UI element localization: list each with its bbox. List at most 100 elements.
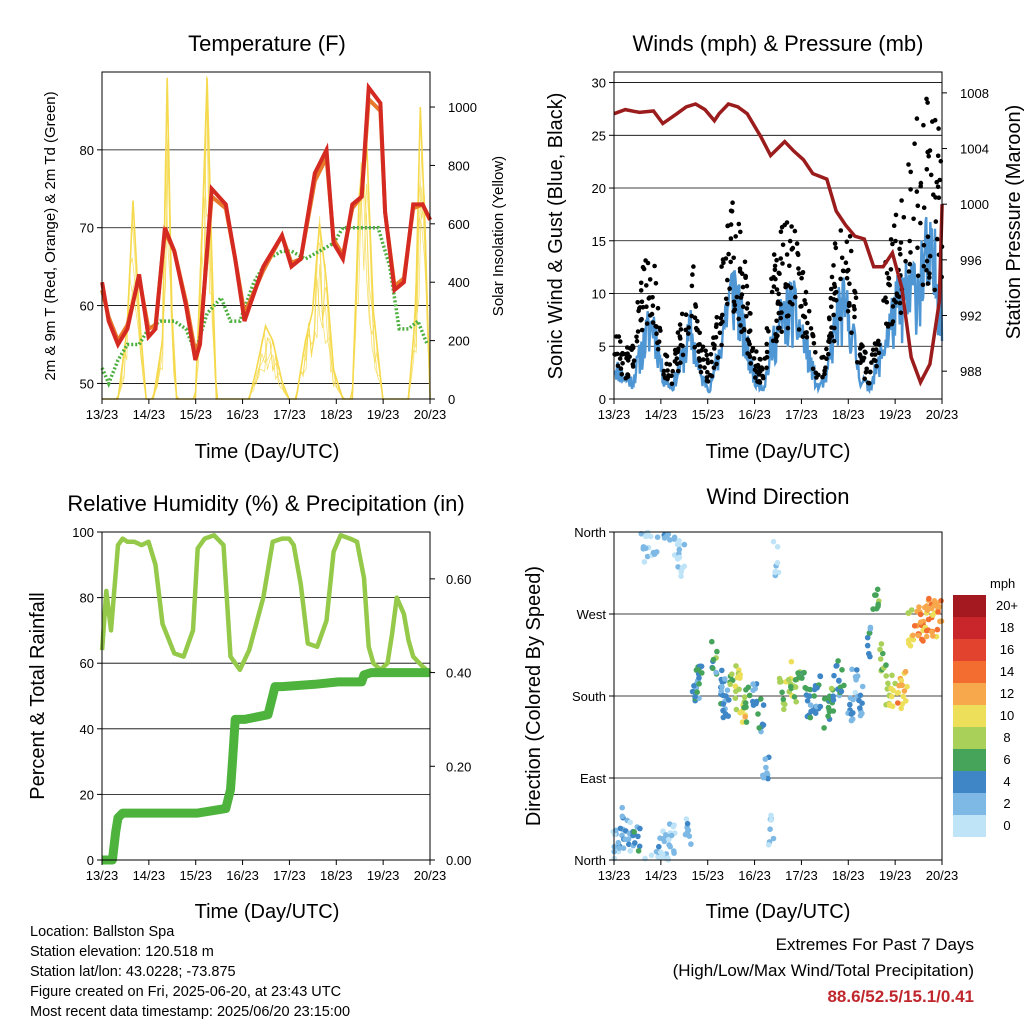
- humidity-y-ticks: 0 20 40 60 80 100: [72, 525, 102, 868]
- gust-point: [888, 237, 894, 242]
- direction-point: [781, 706, 787, 713]
- direction-point: [681, 563, 688, 570]
- direction-point: [770, 835, 777, 842]
- y2-tick-label: 800: [448, 158, 470, 173]
- direction-point: [904, 683, 910, 690]
- gust-point: [678, 342, 684, 348]
- gust-point: [650, 320, 656, 325]
- gust-point: [845, 309, 851, 314]
- gust-point: [736, 221, 742, 227]
- y2-tick-label: 1008: [960, 86, 989, 101]
- gust-point: [891, 297, 897, 303]
- extremes-title: Extremes For Past 7 Days: [775, 935, 974, 954]
- legend-label: 14: [1000, 664, 1014, 679]
- gust-point: [678, 336, 683, 341]
- direction-point: [635, 848, 642, 854]
- gust-point: [647, 277, 653, 282]
- gust-point: [824, 346, 829, 352]
- direction-point: [713, 669, 719, 676]
- gust-point: [707, 372, 713, 378]
- gust-point: [844, 275, 850, 281]
- gust-point: [798, 304, 803, 309]
- gust-point: [794, 241, 800, 246]
- gust-point: [934, 236, 940, 242]
- gust-point: [618, 339, 623, 344]
- y2-tick-label: 400: [448, 275, 470, 290]
- gust-point: [646, 296, 652, 301]
- gust-point: [713, 324, 719, 330]
- gust-point: [932, 287, 937, 293]
- gust-point: [844, 239, 850, 245]
- direction-point: [889, 693, 895, 700]
- humidity-panel: Relative Humidity (%) & Precipitation (i…: [27, 491, 471, 923]
- x-tick-label: 14/23: [645, 868, 678, 883]
- gust-point: [725, 277, 730, 283]
- direction-point: [643, 545, 649, 552]
- gust-point: [686, 331, 691, 336]
- y-tick-label: 50: [80, 376, 94, 391]
- x-tick-label: 18/23: [320, 407, 353, 422]
- direction-point: [923, 627, 930, 634]
- gust-point: [729, 209, 735, 214]
- gust-point: [718, 315, 724, 321]
- x-tick-label: 17/23: [273, 407, 306, 422]
- gust-point: [779, 310, 784, 315]
- direction-point: [637, 825, 643, 832]
- winds-y-ticks: 0 5 10 15 20 25 30: [592, 76, 614, 407]
- gust-point: [698, 364, 703, 369]
- direction-point: [859, 683, 866, 690]
- gust-point: [638, 288, 644, 293]
- gust-point: [908, 250, 913, 255]
- gust-point: [924, 258, 930, 264]
- direction-y-ticks: North East South West North: [572, 525, 614, 868]
- speed-color-legend: mph 20+ 18 16 14 12 10 8 6 4 2 0: [953, 576, 1018, 837]
- direction-point: [654, 534, 661, 540]
- direction-title: Wind Direction: [706, 484, 849, 509]
- direction-point: [653, 549, 660, 555]
- gust-point: [734, 294, 740, 300]
- direction-point: [739, 719, 746, 725]
- gust-point: [728, 236, 734, 241]
- gust-point: [838, 276, 843, 282]
- gust-point: [816, 372, 821, 378]
- y-tick-label: 70: [80, 221, 94, 236]
- gust-point: [723, 256, 729, 261]
- legend-label: 12: [1000, 686, 1014, 701]
- gust-point: [890, 241, 895, 247]
- gust-point: [829, 325, 834, 330]
- y-tick-label: 80: [80, 143, 94, 158]
- gust-point: [753, 375, 758, 380]
- temperature-y-ticks: 50 60 70 80: [80, 143, 102, 391]
- temperature-frame: [101, 71, 431, 400]
- gust-point: [697, 358, 702, 363]
- direction-point: [935, 609, 941, 615]
- gust-point: [614, 334, 619, 339]
- station-info: Location: Ballston Spa Station elevation…: [30, 922, 350, 1022]
- y2-tick-label: 1000: [448, 100, 477, 115]
- y-tick-label: East: [580, 771, 606, 786]
- direction-point: [661, 535, 668, 541]
- gust-point: [876, 350, 882, 356]
- direction-point: [910, 636, 917, 643]
- gust-point: [918, 184, 923, 189]
- gust-point: [738, 323, 743, 328]
- gust-point: [924, 267, 929, 273]
- direction-point: [635, 833, 641, 840]
- gust-point: [695, 318, 700, 324]
- gust-point: [924, 96, 929, 102]
- gust-point: [784, 252, 790, 257]
- gust-point: [886, 322, 891, 327]
- x-tick-label: 17/23: [785, 868, 818, 883]
- x-tick-label: 19/23: [367, 868, 400, 883]
- temp-2m-line: [100, 82, 432, 361]
- gust-point: [853, 295, 859, 301]
- gust-point: [650, 303, 656, 309]
- gust-point: [744, 306, 750, 311]
- gust-point: [731, 255, 736, 261]
- gust-point: [832, 241, 838, 246]
- gust-point: [719, 342, 724, 348]
- gust-point: [772, 267, 778, 273]
- gust-point: [828, 295, 834, 301]
- y-tick-label: 60: [80, 656, 94, 671]
- gust-point: [889, 321, 895, 327]
